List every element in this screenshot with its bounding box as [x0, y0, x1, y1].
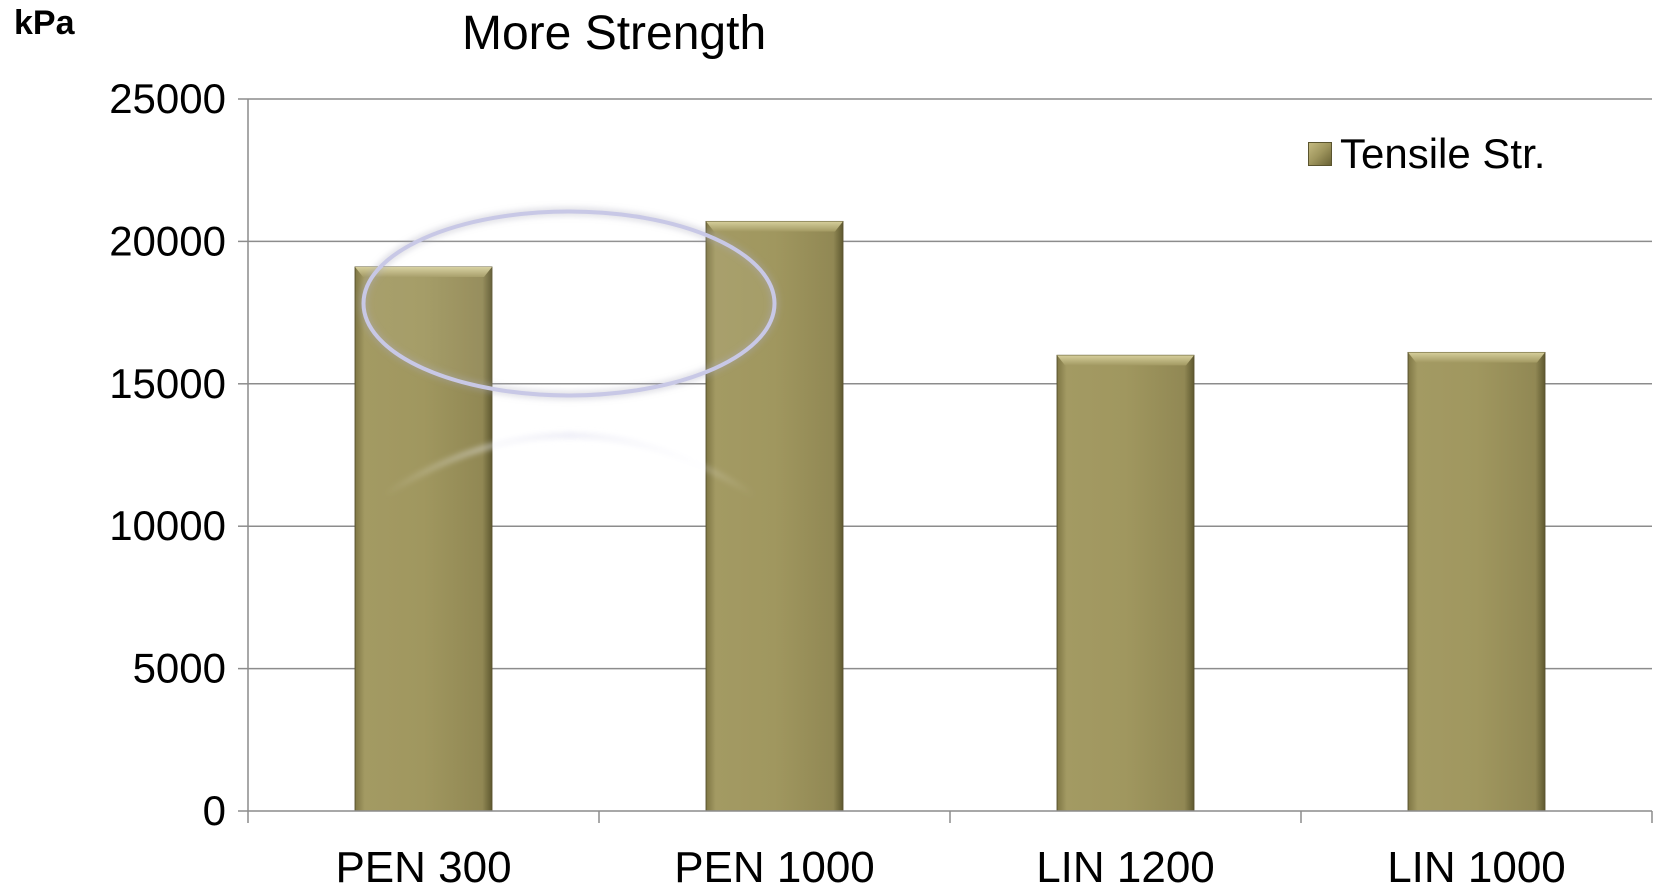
y-tick-label: 10000 [109, 502, 226, 549]
y-tick-label: 25000 [109, 75, 226, 122]
y-tick-label: 0 [203, 787, 226, 834]
highlight-ellipse [361, 209, 777, 398]
bar-bevel [1408, 352, 1545, 363]
bar-lin-1000 [1407, 351, 1546, 812]
y-axis-label: kPa [14, 4, 75, 42]
bar-pen-300 [354, 266, 493, 812]
bar-lin-1200 [1056, 354, 1195, 812]
y-tick-label: 20000 [109, 217, 226, 264]
highlight-reflection [382, 433, 756, 498]
x-tick-label: PEN 1000 [674, 843, 875, 886]
x-tick-label: LIN 1000 [1387, 843, 1566, 886]
chart-title: More Strength [462, 7, 767, 60]
x-tick-label: LIN 1200 [1036, 843, 1215, 886]
legend-label: Tensile Str. [1340, 130, 1546, 177]
legend-swatch [1308, 142, 1332, 166]
y-tick-label: 15000 [109, 360, 226, 407]
bar-bevel [706, 221, 843, 232]
x-tick-label: PEN 300 [335, 843, 511, 886]
legend: Tensile Str. [1308, 130, 1545, 178]
y-tick-label: 5000 [133, 645, 226, 692]
bar-bevel [355, 267, 492, 278]
bar-bevel [1057, 355, 1194, 366]
